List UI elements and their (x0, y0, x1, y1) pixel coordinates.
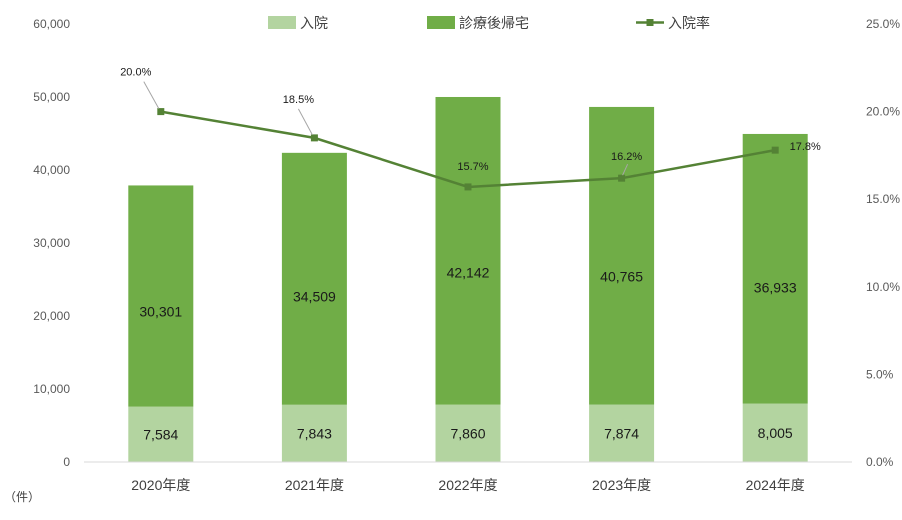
bar-value-label: 34,509 (293, 288, 336, 304)
rate-value-label: 20.0% (120, 67, 151, 79)
bar-home (742, 133, 808, 404)
legend-label: 診療後帰宅 (459, 15, 529, 31)
legend-label: 入院率 (668, 15, 710, 31)
right-tick-label: 0.0% (866, 455, 894, 469)
rate-value-label: 16.2% (611, 151, 642, 163)
x-tick-label: 2021年度 (285, 477, 344, 493)
legend-swatch (427, 16, 455, 29)
left-tick-label: 0 (63, 455, 70, 469)
rate-marker (618, 174, 626, 182)
bar-value-label: 7,860 (450, 425, 485, 441)
left-y-axis: 0 10,000 20,000 30,000 40,000 50,000 60,000 (33, 17, 70, 469)
rate-marker (310, 134, 318, 142)
bar-admission (281, 404, 347, 462)
left-tick-label: 30,000 (33, 236, 70, 250)
right-tick-label: 5.0% (866, 367, 894, 381)
right-tick-label: 15.0% (866, 192, 900, 206)
left-tick-label: 40,000 (33, 163, 70, 177)
x-tick-label: 2020年度 (131, 477, 190, 493)
bars: 7,584 30,301 7,843 34,509 7,860 42,142 7,874 40… (128, 96, 808, 462)
bar-admission (128, 406, 194, 462)
rate-value-label: 18.5% (283, 94, 314, 106)
right-tick-label: 25.0% (866, 17, 900, 31)
bar-admission (742, 403, 808, 462)
rate-marker (464, 183, 472, 191)
rate-leader-line (297, 108, 313, 136)
bar-home (435, 96, 501, 405)
x-tick-label: 2022年度 (438, 477, 497, 493)
legend-label: 入院 (300, 15, 328, 31)
rate-value-label: 15.7% (457, 161, 488, 173)
bar-value-label: 7,584 (143, 426, 178, 442)
bar-value-label: 40,765 (600, 269, 643, 285)
right-y-axis: 0.0% 5.0% 10.0% 15.0% 20.0% 25.0% (866, 17, 900, 469)
bar-value-label: 8,005 (758, 425, 793, 441)
rate-line: 20.0% 18.5% 15.7% 16.2% 17.8% (120, 67, 821, 191)
left-tick-label: 20,000 (33, 309, 70, 323)
bar-value-label: 7,843 (297, 425, 332, 441)
rate-marker (157, 108, 165, 116)
bar-value-label: 30,301 (139, 304, 182, 320)
x-tick-label: 2023年度 (592, 477, 651, 493)
legend: 入院 診療後帰宅 入院率 (268, 15, 710, 31)
rate-value-label: 17.8% (790, 141, 821, 153)
bar-value-label: 36,933 (754, 280, 797, 296)
rate-leader-line (143, 81, 160, 109)
bar-value-label: 7,874 (604, 425, 639, 441)
legend-marker (646, 19, 654, 26)
rate-leader-line (622, 163, 629, 176)
bar-admission (589, 404, 655, 462)
x-tick-label: 2024年度 (746, 477, 805, 493)
right-tick-label: 20.0% (866, 105, 900, 119)
bar-home (128, 185, 194, 407)
bar-value-label: 42,142 (447, 264, 490, 280)
legend-swatch (268, 16, 296, 29)
left-tick-label: 10,000 (33, 382, 70, 396)
bar-home (589, 106, 655, 405)
right-tick-label: 10.0% (866, 280, 900, 294)
left-tick-label: 50,000 (33, 90, 70, 104)
rate-marker (771, 146, 779, 154)
x-axis: 2020年度 2021年度 2022年度 2023年度 2024年度 (84, 461, 852, 493)
left-tick-label: 60,000 (33, 17, 70, 31)
bar-admission (435, 404, 501, 462)
y-unit-label: （件） (4, 490, 40, 504)
bar-home (281, 152, 347, 405)
